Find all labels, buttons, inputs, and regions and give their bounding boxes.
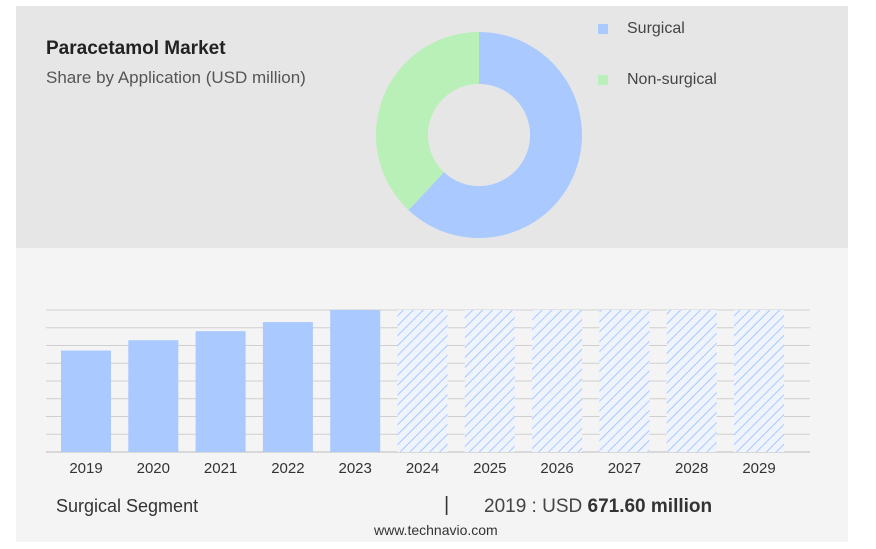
- tick-label-2020: 2020: [137, 460, 170, 477]
- bar-2028: [666, 310, 717, 452]
- legend-label-non-surgical: Non-surgical: [627, 71, 717, 88]
- tick-label-2022: 2022: [271, 460, 304, 477]
- tick-label-2023: 2023: [339, 460, 372, 477]
- bar-2020: [128, 340, 179, 452]
- tick-label-2021: 2021: [204, 460, 237, 477]
- tick-label-2026: 2026: [540, 460, 573, 477]
- tick-label-2027: 2027: [608, 460, 641, 477]
- segment-value: 2019 : USD 671.60 million: [484, 496, 712, 518]
- legend-swatch-surgical: [598, 24, 608, 34]
- bar-2021: [195, 331, 246, 452]
- donut-slice-surgical: [408, 32, 582, 238]
- tick-label-2025: 2025: [473, 460, 506, 477]
- tick-label-2028: 2028: [675, 460, 708, 477]
- legend-swatch-non-surgical: [598, 75, 608, 85]
- donut-hole: [428, 84, 530, 186]
- tick-label-2029: 2029: [742, 460, 775, 477]
- bar-2029: [734, 310, 784, 452]
- bar-2022: [262, 322, 313, 452]
- footer-source: www.technavio.com: [374, 522, 498, 538]
- bar-2027: [599, 310, 650, 452]
- chart-title: Paracetamol Market: [46, 38, 226, 59]
- legend-item-surgical: Surgical: [598, 20, 685, 38]
- donut-slice-non-surgical: [375, 32, 479, 211]
- legend-item-non-surgical: Non-surgical: [598, 71, 717, 89]
- tick-label-2024: 2024: [406, 460, 439, 477]
- bar-2026: [532, 310, 583, 452]
- segment-year-prefix: 2019 : USD: [484, 496, 588, 517]
- bar-2024: [397, 310, 448, 452]
- tick-label-2019: 2019: [69, 460, 102, 477]
- bar-2019: [61, 350, 111, 452]
- chart-subtitle: Share by Application (USD million): [46, 68, 306, 87]
- legend-label-surgical: Surgical: [627, 20, 685, 37]
- segment-value-amount: 671.60 million: [587, 496, 713, 517]
- bar-2025: [464, 310, 515, 452]
- segment-label: Surgical Segment: [56, 496, 199, 516]
- bar-2023: [330, 310, 381, 452]
- summary-divider: |: [444, 494, 450, 516]
